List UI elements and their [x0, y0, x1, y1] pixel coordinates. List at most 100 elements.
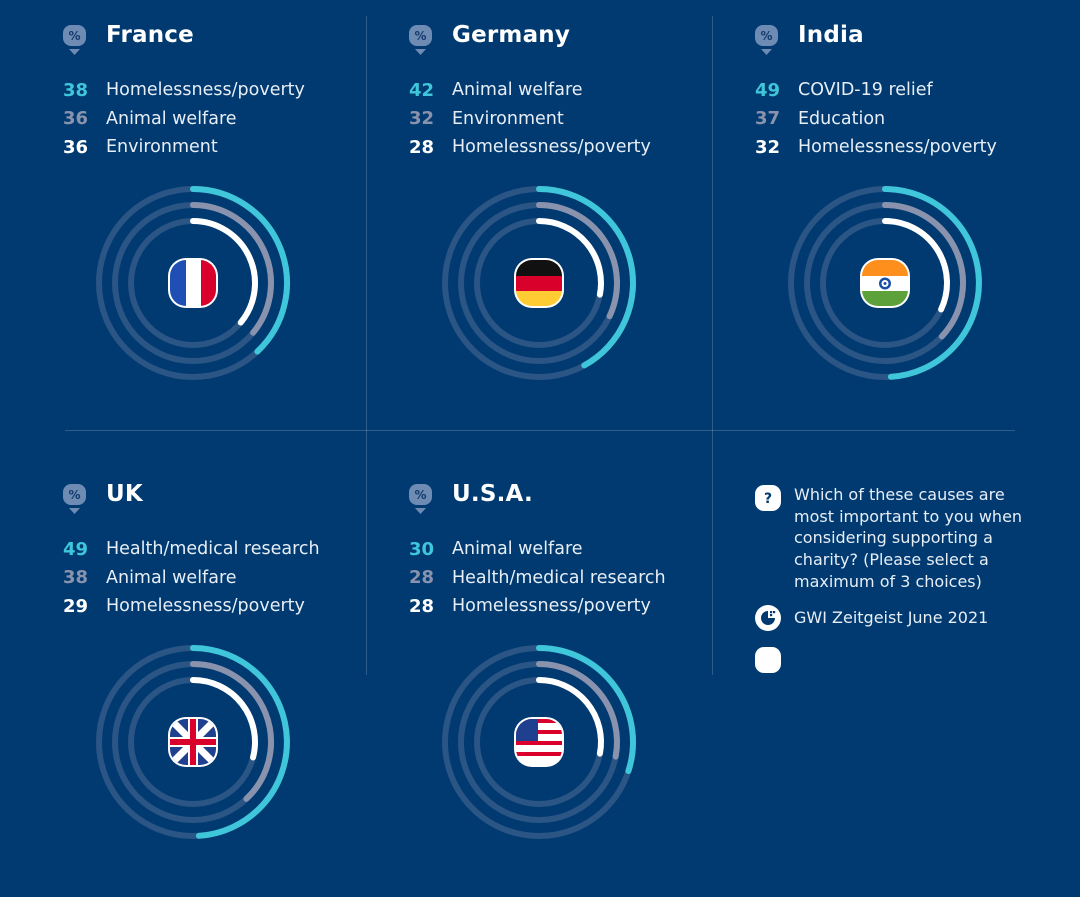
question-icon: ?: [755, 485, 781, 511]
cause-list: 38 Homelessness/poverty 36 Animal welfare 36…: [63, 76, 305, 162]
cause-list: 49 Health/medical research 38 Animal welfar…: [63, 535, 320, 621]
cause-item: 28 Homelessness/poverty: [409, 133, 651, 162]
cause-label: Homelessness/poverty: [106, 596, 305, 617]
svg-text:%: %: [68, 29, 80, 43]
country-panel-france: % France 38 Homelessness/poverty 36 Animal we…: [63, 18, 363, 438]
gwi-logo-icon: [755, 604, 781, 631]
ring-arc-2: [190, 202, 274, 336]
country-panel-india: % India 49 COVID-19 relief 37 Education 32 Home…: [755, 18, 1055, 438]
cause-value: 36: [63, 108, 89, 130]
question-row: ? Which of these causes are most importa…: [755, 484, 1025, 593]
cause-value: 42: [409, 79, 435, 101]
france-flag-icon: [168, 258, 218, 308]
cause-item: 38 Homelessness/poverty: [63, 76, 305, 105]
cause-value: 28: [409, 567, 435, 589]
cause-item: 32 Environment: [409, 105, 651, 134]
svg-text:%: %: [68, 488, 80, 502]
cause-item: 28 Homelessness/poverty: [409, 592, 666, 621]
ring-arc-2: [536, 202, 620, 320]
cause-value: 36: [63, 136, 89, 158]
cause-label: Homelessness/poverty: [452, 137, 651, 158]
cause-item: 32 Homelessness/poverty: [755, 133, 997, 162]
cause-value: 38: [63, 79, 89, 101]
cause-value: 38: [63, 567, 89, 589]
cause-label: Animal welfare: [452, 539, 583, 560]
radial-chart: [442, 645, 636, 839]
cause-value: 28: [409, 595, 435, 617]
cause-item: 36 Environment: [63, 133, 305, 162]
info-icon: [755, 647, 781, 674]
cause-label: Environment: [106, 137, 218, 158]
divider-horizontal: [65, 430, 1015, 431]
cause-value: 29: [63, 595, 89, 617]
cause-label: Health/medical research: [106, 539, 320, 560]
cause-list: 30 Animal welfare 28 Health/medical researc…: [409, 535, 666, 621]
cause-value: 49: [755, 79, 781, 101]
cause-item: 28 Health/medical research: [409, 564, 666, 593]
source-row: GWI Zeitgeist June 2021: [755, 604, 1025, 631]
country-title: France: [106, 22, 194, 48]
country-panel-uk: % UK 49 Health/medical research 38 Animal wel…: [63, 477, 363, 897]
cause-label: Health/medical research: [452, 567, 666, 588]
cause-item: 36 Animal welfare: [63, 105, 305, 134]
cause-label: Environment: [452, 108, 564, 129]
radial-chart: [96, 645, 290, 839]
svg-text:?: ?: [764, 491, 772, 507]
cause-item: 37 Education: [755, 105, 997, 134]
cause-label: Homelessness/poverty: [798, 137, 997, 158]
cause-item: 30 Animal welfare: [409, 535, 666, 564]
cause-value: 49: [63, 538, 89, 560]
cause-label: COVID-19 relief: [798, 80, 933, 101]
svg-text:%: %: [760, 29, 772, 43]
cause-label: Animal welfare: [106, 567, 237, 588]
cause-list: 49 COVID-19 relief 37 Education 32 Homelessne…: [755, 76, 997, 162]
question-text: Which of these causes are most important…: [794, 485, 1023, 591]
country-title: U.S.A.: [452, 481, 533, 507]
cause-value: 28: [409, 136, 435, 158]
ring-arc-2: [882, 202, 966, 340]
cause-item: 49 COVID-19 relief: [755, 76, 997, 105]
country-title: Germany: [452, 22, 571, 48]
cause-value: 32: [409, 108, 435, 130]
ring-arc-3: [882, 218, 950, 313]
country-panel-usa: % U.S.A. 30 Animal welfare 28 Health/medical …: [409, 477, 709, 897]
divider-vertical-2: [712, 16, 713, 675]
ring-arc-1: [536, 186, 636, 369]
cause-label: Homelessness/poverty: [452, 596, 651, 617]
svg-text:%: %: [414, 29, 426, 43]
ring-arc-3: [190, 218, 258, 326]
radial-chart: [788, 186, 982, 380]
percent-pin-icon: %: [63, 25, 86, 55]
radial-chart: [442, 186, 636, 380]
percent-pin-icon: %: [755, 25, 778, 55]
info-panel: ? Which of these causes are most importa…: [755, 484, 1025, 674]
uk-flag-icon: [168, 717, 218, 767]
cause-item: 29 Homelessness/poverty: [63, 592, 320, 621]
radial-chart: [96, 186, 290, 380]
cause-value: 32: [755, 136, 781, 158]
germany-flag-icon: [514, 258, 564, 308]
cause-item: 49 Health/medical research: [63, 535, 320, 564]
usa-flag-icon: [514, 717, 564, 767]
ring-arc-1: [882, 186, 982, 380]
percent-pin-icon: %: [409, 25, 432, 55]
cause-value: 37: [755, 108, 781, 130]
cause-item: 38 Animal welfare: [63, 564, 320, 593]
svg-text:%: %: [414, 488, 426, 502]
cause-value: 30: [409, 538, 435, 560]
percent-pin-icon: %: [409, 484, 432, 514]
cause-label: Animal welfare: [106, 108, 237, 129]
percent-pin-icon: %: [63, 484, 86, 514]
india-flag-icon: [860, 258, 910, 308]
ring-arc-1: [190, 186, 290, 355]
country-panel-germany: % Germany 42 Animal welfare 32 Environment 28 H…: [409, 18, 709, 438]
country-title: UK: [106, 481, 143, 507]
cause-list: 42 Animal welfare 32 Environment 28 Homelessn…: [409, 76, 651, 162]
cause-label: Animal welfare: [452, 80, 583, 101]
cause-item: 42 Animal welfare: [409, 76, 651, 105]
ring-arc-3: [536, 218, 604, 298]
cause-label: Education: [798, 108, 886, 129]
country-title: India: [798, 22, 864, 48]
divider-vertical-1: [366, 16, 367, 675]
cause-label: Homelessness/poverty: [106, 80, 305, 101]
